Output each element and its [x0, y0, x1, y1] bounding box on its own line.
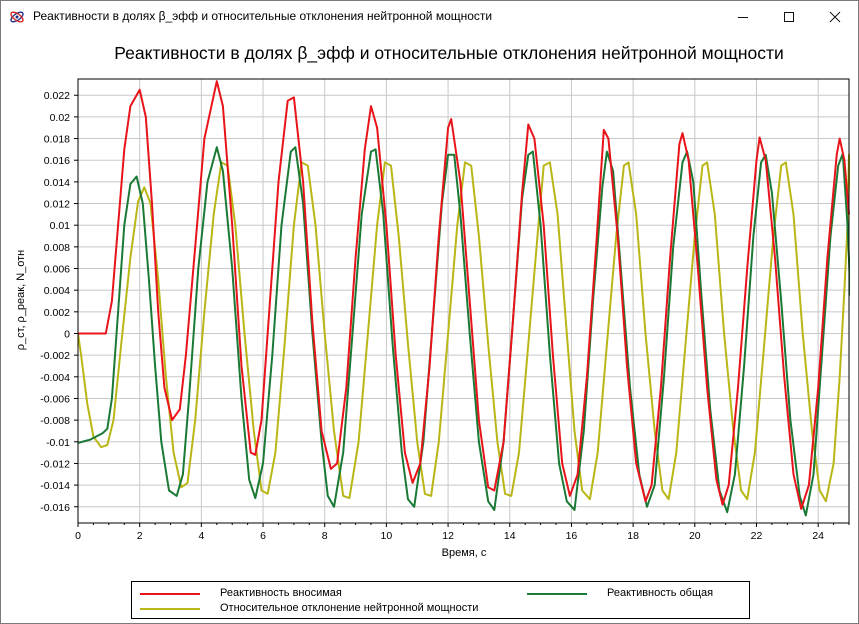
- y-axis-label: ρ_ст, ρ_реак, N_отн: [15, 250, 27, 351]
- y-tick-label: 0.008: [44, 242, 70, 254]
- x-tick-label: 14: [504, 530, 516, 542]
- app-icon: [10, 11, 24, 23]
- y-tick-label: 0.012: [44, 199, 70, 211]
- legend-swatch: [140, 593, 200, 595]
- y-tick-label: -0.016: [40, 502, 70, 514]
- y-tick-label: -0.004: [40, 372, 70, 384]
- series-total-reactivity: [78, 146, 850, 517]
- x-tick-label: 0: [75, 530, 81, 542]
- legend-item-neutron-power: Относительное отклонение нейтронной мощн…: [140, 601, 560, 617]
- x-tick-label: 22: [751, 530, 763, 542]
- y-tick-label: -0.01: [46, 437, 70, 449]
- legend-label: Реактивность вносимая: [220, 587, 342, 599]
- title-bar[interactable]: Реактивности в долях β_эфф и относительн…: [1, 1, 858, 32]
- x-tick-label: 4: [198, 530, 204, 542]
- chart-area: Реактивности в долях β_эфф и относительн…: [1, 32, 858, 623]
- y-tick-label: 0.02: [50, 112, 71, 124]
- y-tick-label: -0.014: [40, 480, 70, 492]
- grid-lines: [77, 79, 849, 523]
- y-tick-label: 0.014: [44, 177, 70, 189]
- close-icon: [829, 11, 841, 22]
- x-tick-label: 12: [442, 530, 454, 542]
- x-tick-label: 18: [627, 530, 639, 542]
- y-tick-label: 0.016: [44, 155, 70, 167]
- legend-label: Относительное отклонение нейтронной мощн…: [220, 602, 479, 614]
- y-tick-label: 0.006: [44, 264, 70, 276]
- close-button[interactable]: [812, 1, 858, 32]
- x-tick-label: 8: [322, 530, 328, 542]
- x-tick-label: 6: [260, 530, 266, 542]
- x-tick-label: 24: [812, 530, 824, 542]
- series-introduced-reactivity: [78, 80, 850, 510]
- x-tick-label: 20: [689, 530, 701, 542]
- line-chart: Реактивности в долях β_эфф и относительн…: [15, 43, 850, 559]
- chart-legend: Реактивность вносимая Реактивность общая…: [131, 581, 750, 619]
- legend-item-total-reactivity: Реактивность общая: [527, 586, 747, 602]
- minimize-icon: [738, 16, 748, 18]
- legend-swatch: [527, 593, 587, 595]
- x-tick-label: 10: [381, 530, 393, 542]
- y-tick-label: 0: [64, 328, 70, 340]
- x-tick-label: 16: [566, 530, 578, 542]
- y-tick-label: 0.01: [50, 220, 71, 232]
- y-tick-label: -0.002: [40, 350, 70, 362]
- window-title: Реактивности в долях β_эфф и относительн…: [33, 9, 493, 23]
- y-tick-label: 0.004: [44, 285, 70, 297]
- maximize-button[interactable]: [766, 1, 812, 32]
- y-tick-label: 0.002: [44, 307, 70, 319]
- y-tick-label: 0.018: [44, 134, 70, 146]
- y-tick-label: -0.008: [40, 415, 70, 427]
- legend-label: Реактивность общая: [607, 587, 714, 599]
- y-tick-label: 0.022: [44, 90, 70, 102]
- y-tick-label: -0.012: [40, 458, 70, 470]
- chart-title: Реактивности в долях β_эфф и относительн…: [114, 43, 784, 64]
- maximize-icon: [784, 11, 794, 22]
- y-tick-labels: -0.016 -0.014 -0.012 -0.01 -0.008 -0.006 -0.00…: [40, 90, 78, 514]
- x-axis-label: Время, с: [442, 547, 487, 559]
- series-neutron-power: [78, 153, 850, 503]
- minimize-button[interactable]: [720, 1, 766, 32]
- x-tick-labels: 0 2 4 6 8 10 12 14 16 18 20 22 24: [75, 523, 850, 542]
- y-tick-label: -0.006: [40, 393, 70, 405]
- legend-swatch: [140, 608, 200, 610]
- legend-item-introduced-reactivity: Реактивность вносимая: [140, 586, 440, 602]
- x-tick-label: 2: [137, 530, 143, 542]
- series-group: [78, 80, 850, 517]
- plot-frame: [77, 78, 850, 524]
